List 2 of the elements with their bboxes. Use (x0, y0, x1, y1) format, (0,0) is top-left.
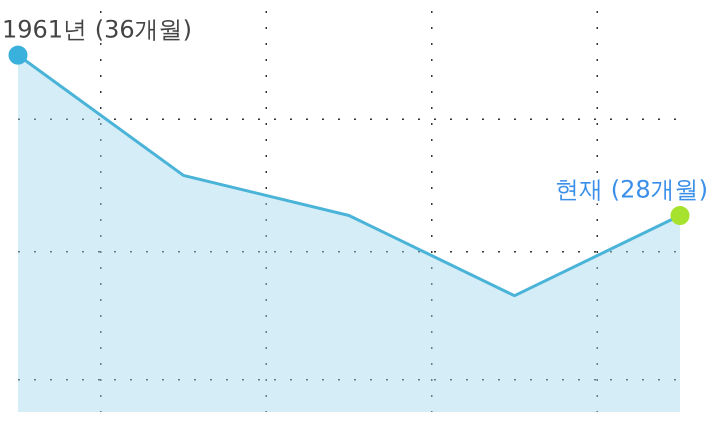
data-label: 현재 (28개월) (555, 176, 708, 204)
data-label: 1961년 (36개월) (2, 15, 192, 44)
